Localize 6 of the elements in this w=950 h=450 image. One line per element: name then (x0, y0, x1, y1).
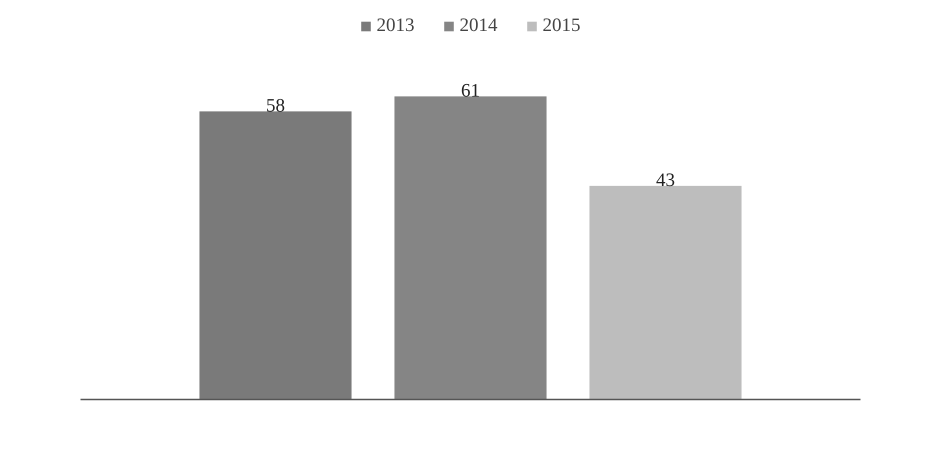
legend-label: 2015 (542, 15, 580, 37)
data-label: 58 (266, 95, 285, 116)
data-label: 61 (461, 80, 480, 102)
data-label: 43 (656, 170, 675, 191)
legend-label: 2014 (460, 15, 498, 37)
legend-label: 2013 (376, 15, 414, 37)
